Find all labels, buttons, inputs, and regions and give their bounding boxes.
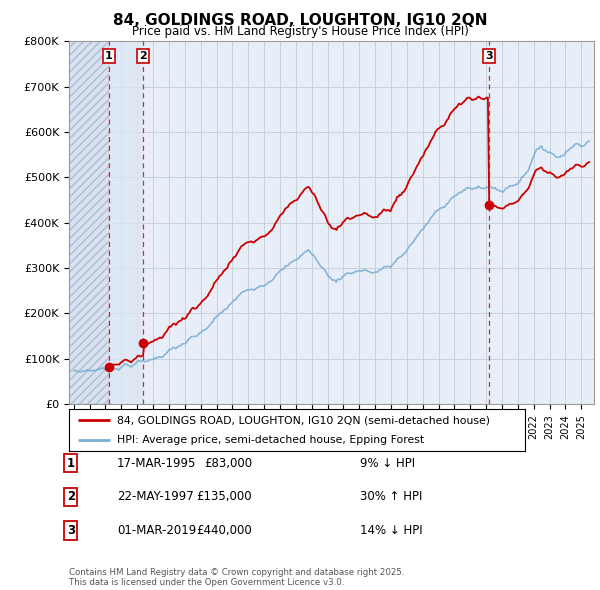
Text: 30% ↑ HPI: 30% ↑ HPI: [360, 490, 422, 503]
Text: 2: 2: [67, 490, 75, 503]
Text: Price paid vs. HM Land Registry's House Price Index (HPI): Price paid vs. HM Land Registry's House …: [131, 25, 469, 38]
Text: 22-MAY-1997: 22-MAY-1997: [117, 490, 194, 503]
Text: £135,000: £135,000: [196, 490, 252, 503]
Text: 84, GOLDINGS ROAD, LOUGHTON, IG10 2QN: 84, GOLDINGS ROAD, LOUGHTON, IG10 2QN: [113, 13, 487, 28]
Text: 1: 1: [105, 51, 113, 61]
Text: £440,000: £440,000: [196, 524, 252, 537]
Bar: [69, 41, 109, 404]
Text: 01-MAR-2019: 01-MAR-2019: [117, 524, 196, 537]
Text: 2: 2: [140, 51, 147, 61]
Text: 84, GOLDINGS ROAD, LOUGHTON, IG10 2QN (semi-detached house): 84, GOLDINGS ROAD, LOUGHTON, IG10 2QN (s…: [117, 415, 490, 425]
Bar: [109, 41, 143, 404]
Text: 17-MAR-1995: 17-MAR-1995: [117, 457, 196, 470]
Text: 9% ↓ HPI: 9% ↓ HPI: [360, 457, 415, 470]
Text: HPI: Average price, semi-detached house, Epping Forest: HPI: Average price, semi-detached house,…: [117, 435, 424, 445]
Text: 3: 3: [485, 51, 493, 61]
Text: Contains HM Land Registry data © Crown copyright and database right 2025.
This d: Contains HM Land Registry data © Crown c…: [69, 568, 404, 587]
Text: 1: 1: [67, 457, 75, 470]
Text: 3: 3: [67, 524, 75, 537]
Text: £83,000: £83,000: [204, 457, 252, 470]
Text: 14% ↓ HPI: 14% ↓ HPI: [360, 524, 422, 537]
